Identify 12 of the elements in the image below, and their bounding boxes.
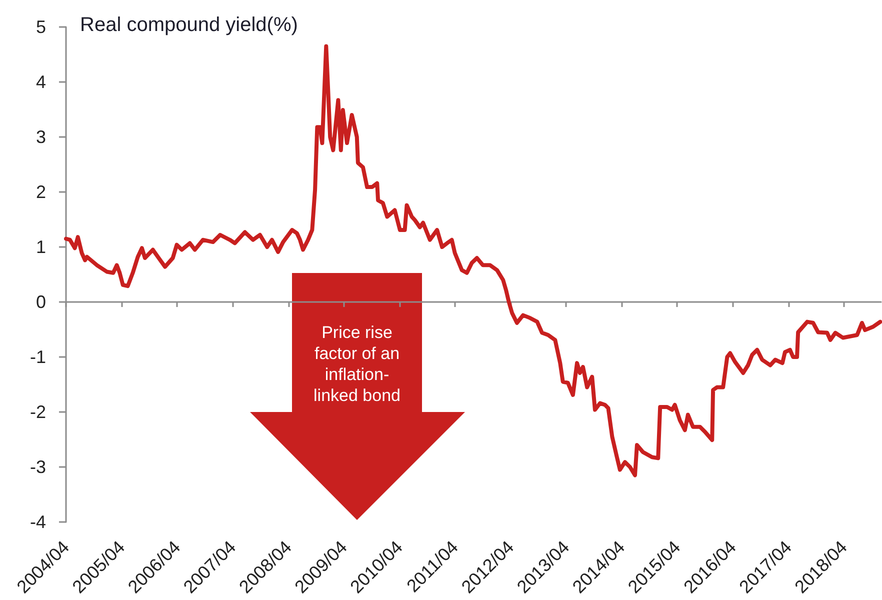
y-tick-label: -2 <box>30 402 46 422</box>
y-tick-label: -3 <box>30 457 46 477</box>
y-tick-label: 5 <box>36 17 46 37</box>
y-tick-label: 4 <box>36 72 46 92</box>
y-tick-label: 3 <box>36 127 46 147</box>
y-tick-label: -1 <box>30 347 46 367</box>
y-tick-label: 0 <box>36 292 46 312</box>
y-axis-title: Real compound yield(%) <box>80 14 298 36</box>
y-tick-label: 2 <box>36 182 46 202</box>
y-tick-label: -4 <box>30 512 46 532</box>
y-tick-label: 1 <box>36 237 46 257</box>
annotation: Price rise factor of an inflation-linked bond <box>312 322 402 406</box>
